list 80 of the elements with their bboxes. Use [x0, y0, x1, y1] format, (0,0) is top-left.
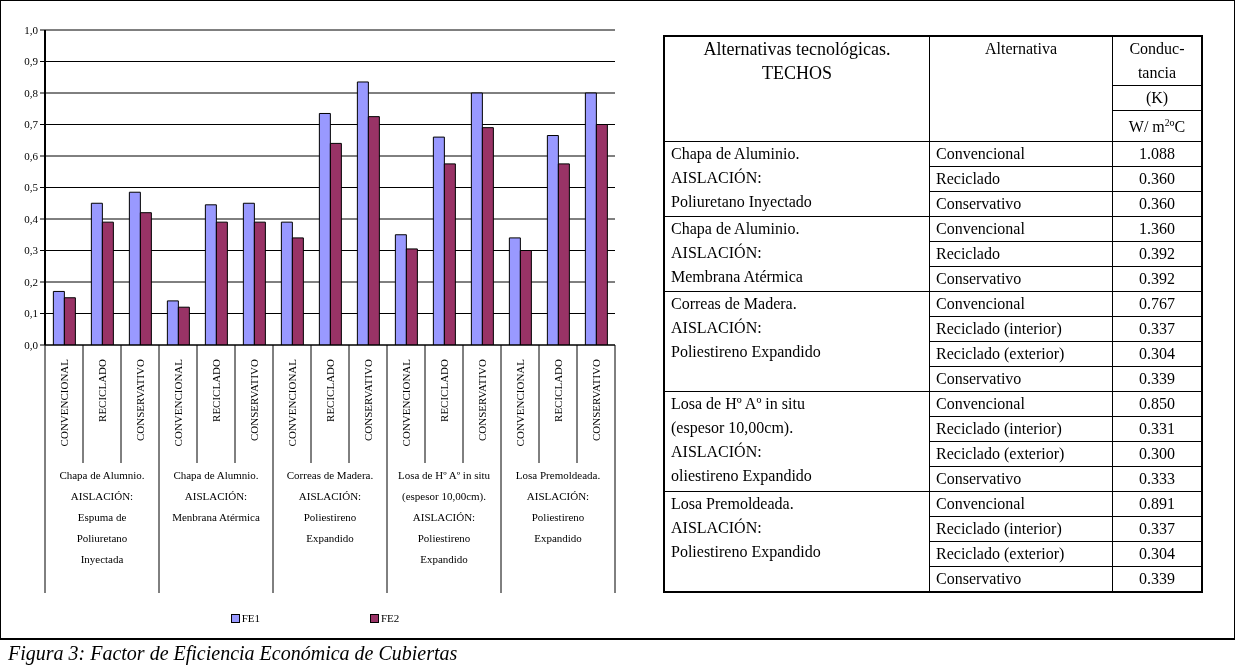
- category-label: Convencional: [929, 141, 1113, 167]
- text: 0.360: [1112, 166, 1202, 192]
- category-label: Conservativo: [929, 191, 1113, 217]
- text: 0.300: [1112, 441, 1202, 467]
- text: 0.337: [1112, 316, 1202, 342]
- x-tick-label: RECICLADO: [552, 358, 564, 422]
- text: 0.392: [1112, 241, 1202, 267]
- category-label: Convencional: [929, 216, 1113, 242]
- text: 0.304: [1112, 541, 1202, 567]
- x-tick-label: RECICLADO: [210, 358, 222, 422]
- category-label: Reciclado: [929, 241, 1113, 267]
- category-label: Chapa de Aluminio. AISLACIÓN: Membrana Atérmica: [671, 220, 803, 286]
- y-tick-label: 0,1: [24, 307, 38, 320]
- category-label: Reciclado (interior): [929, 516, 1113, 542]
- text: 0.360: [1112, 191, 1202, 217]
- legend-label: FE2: [380, 612, 400, 624]
- y-tick-label: 0,2: [24, 275, 38, 288]
- category-label: Losa Premoldeada. AISLACIÓN: Poliestireno Expandido: [671, 495, 821, 561]
- y-tick-label: 0,8: [24, 86, 39, 99]
- text: 0.339: [1112, 366, 1202, 392]
- category-label: Conservativo: [929, 266, 1113, 292]
- category-label: Reciclado (exterior): [929, 341, 1113, 367]
- text: 0.767: [1112, 291, 1202, 317]
- x-tick-label: CONSERVATIVO: [134, 358, 146, 442]
- x-tick-label: CONSERVATIVO: [590, 358, 602, 442]
- category-label: Reciclado (interior): [929, 316, 1113, 342]
- x-tick-label: CONVENCIONAL: [286, 358, 298, 447]
- text: Correas de Madera. AISLACIÓN: Poliestireno Expandido: [285, 468, 375, 546]
- text: Losa Premoldeada. AISLACIÓN: Poliestireno Expandido: [514, 468, 602, 546]
- category-label: Reciclado (exterior): [929, 541, 1113, 567]
- text: 0.850: [1112, 391, 1202, 417]
- category-label: Convencional: [929, 391, 1113, 417]
- text: Chapa de Alumnio. AISLACIÓN: Espuma de Poliuretano Inyectada: [58, 468, 146, 567]
- category-label: Losa de Hº Aº in situ (espesor 10,00cm). AISLACIÓN: oliestireno Expandido: [671, 395, 812, 485]
- text: 0.333: [1112, 466, 1202, 492]
- text: Alternativas tecnológicas. TECHOS: [664, 36, 930, 142]
- text: W/ m$^{2}$ºC: [1112, 110, 1202, 142]
- text: Conduc- tancia: [1112, 36, 1202, 86]
- x-tick-label: CONVENCIONAL: [514, 358, 526, 447]
- text: 0.331: [1112, 416, 1202, 442]
- x-tick-label: CONVENCIONAL: [400, 358, 412, 447]
- category-label: Reciclado (interior): [929, 416, 1113, 442]
- y-tick-label: 0,7: [24, 118, 39, 131]
- x-tick-label: CONVENCIONAL: [172, 358, 184, 447]
- category-label: Convencional: [929, 291, 1113, 317]
- x-tick-label: RECICLADO: [438, 358, 450, 422]
- text: 1.088: [1112, 141, 1202, 167]
- text: 0.392: [1112, 266, 1202, 292]
- x-tick-label: CONSERVATIVO: [248, 358, 260, 442]
- text: Alternativa: [929, 36, 1113, 142]
- text: 0.304: [1112, 341, 1202, 367]
- y-tick-label: 0,0: [24, 338, 39, 351]
- category-label: Conservativo: [929, 366, 1113, 392]
- legend-label: FE1: [240, 612, 260, 624]
- category-label: Correas de Madera. AISLACIÓN: Poliestireno Expandido: [671, 295, 821, 361]
- y-tick-label: 0,9: [24, 55, 39, 68]
- y-tick-label: 0,4: [24, 212, 39, 225]
- text: 1.360: [1112, 216, 1202, 242]
- category-label: Convencional: [929, 491, 1113, 517]
- text: Figura 3: Factor de Eficiencia Económica de Cubiertas: [8, 642, 458, 665]
- category-label: Reciclado: [929, 166, 1113, 192]
- text: (K): [1112, 85, 1202, 111]
- category-label: Conservativo: [929, 466, 1113, 492]
- y-tick-label: 0,6: [24, 149, 39, 162]
- y-tick-label: 1,0: [24, 23, 39, 36]
- x-tick-label: RECICLADO: [96, 358, 108, 422]
- x-tick-label: CONSERVATIVO: [362, 358, 374, 442]
- x-tick-label: CONVENCIONAL: [58, 358, 70, 447]
- category-label: Conservativo: [929, 566, 1113, 593]
- y-tick-label: 0,5: [24, 181, 39, 194]
- text: 0.339: [1112, 566, 1202, 593]
- text: Chapa de Alumnio. AISLACIÓN: Menbrana Atérmica: [171, 468, 261, 525]
- x-tick-label: RECICLADO: [324, 358, 336, 422]
- y-tick-label: 0,3: [24, 244, 39, 257]
- category-label: Chapa de Aluminio. AISLACIÓN: Poliuretano Inyectado: [671, 145, 812, 211]
- x-tick-label: CONSERVATIVO: [476, 358, 488, 442]
- text: 0.337: [1112, 516, 1202, 542]
- text: 0.891: [1112, 491, 1202, 517]
- text: Losa de Hº Aº in situ (espesor 10,00cm). AISLACIÓN: Poliestireno Expandido: [396, 468, 492, 567]
- category-label: Reciclado (exterior): [929, 441, 1113, 467]
